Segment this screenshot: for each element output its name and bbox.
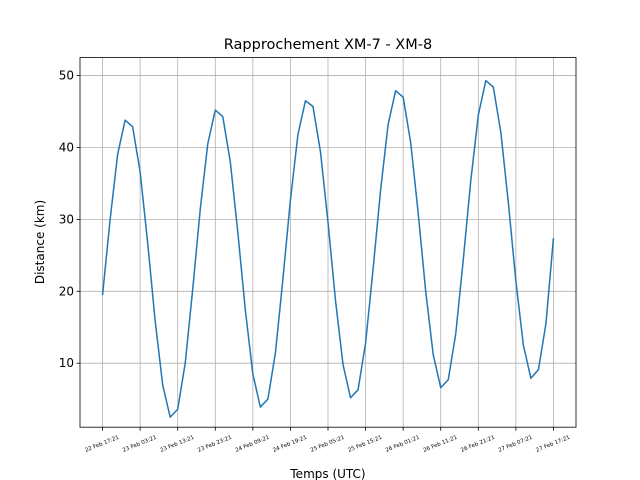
y-tick-label: 10 — [59, 356, 74, 370]
y-tick-label: 30 — [59, 212, 74, 226]
data-line — [101, 79, 555, 418]
y-tick-label: 50 — [59, 69, 74, 83]
chart-title: Rapprochement XM-7 - XM-8 — [224, 37, 432, 53]
x-axis-label: Temps (UTC) — [289, 467, 365, 480]
axes-frame — [79, 57, 577, 428]
y-axis-label: Distance (km) — [33, 200, 47, 284]
y-tick-label: 20 — [59, 284, 74, 298]
y-tick-label: 40 — [59, 140, 74, 154]
